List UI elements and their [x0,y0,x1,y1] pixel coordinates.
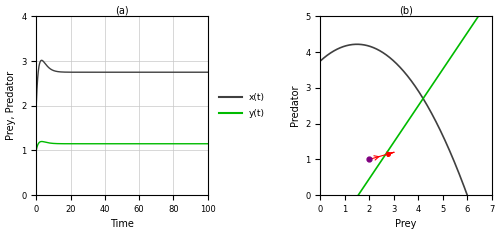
y(t) [38,140,44,143]
x(t) [196,71,202,74]
Y-axis label: Predator: Predator [290,85,300,126]
Title: (b): (b) [399,6,413,16]
x(t) [44,64,50,67]
y(t) [67,142,73,145]
x(t) [67,71,73,74]
y(t) [204,142,210,145]
Line: y(t): y(t) [36,141,208,150]
x(t) [204,71,210,74]
x(t) [33,104,39,107]
x(t) [40,60,46,63]
Y-axis label: Prey, Predator: Prey, Predator [6,71,16,140]
Title: (a): (a) [115,6,129,16]
y(t) [196,142,202,145]
y(t) [40,140,46,143]
y(t) [117,142,123,145]
x(t) [34,87,40,90]
X-axis label: Prey: Prey [396,219,416,229]
y(t) [34,146,40,149]
y(t) [33,149,39,152]
Legend: x(t), y(t): x(t), y(t) [216,90,268,122]
x(t) [117,71,123,74]
y(t) [44,141,50,144]
X-axis label: Time: Time [110,219,134,229]
x(t) [38,59,44,62]
Line: x(t): x(t) [36,60,208,106]
